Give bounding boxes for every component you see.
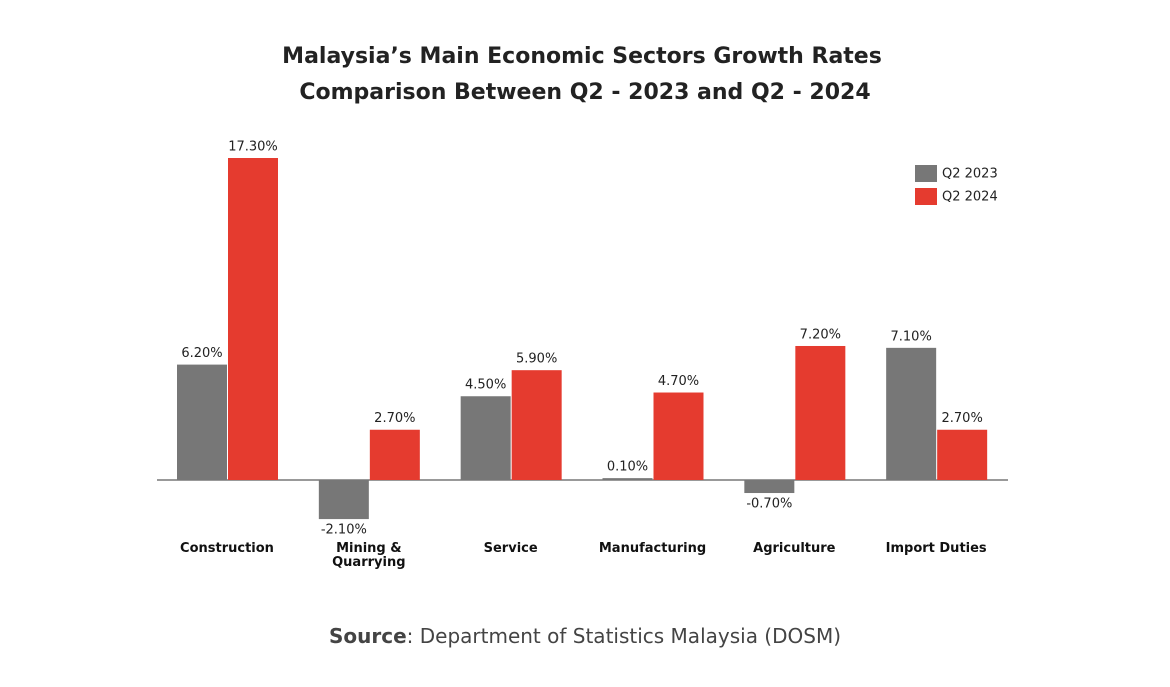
value-label: 4.50% bbox=[465, 378, 506, 393]
value-label: -0.70% bbox=[746, 497, 792, 512]
legend-swatch bbox=[915, 165, 937, 182]
x-tick-label: Service bbox=[483, 541, 538, 556]
source-text: : Department of Statistics Malaysia (DOS… bbox=[406, 624, 842, 648]
value-label: 2.70% bbox=[942, 411, 983, 426]
bar bbox=[795, 345, 846, 480]
bar bbox=[937, 429, 988, 480]
value-label: 0.10% bbox=[607, 460, 648, 475]
bar bbox=[177, 364, 227, 480]
x-tick-label: Mining & Quarrying bbox=[332, 541, 406, 570]
source-label: Source bbox=[328, 624, 407, 648]
x-tick-label: Manufacturing bbox=[598, 541, 707, 556]
source-note: Source: Department of Statistics Malaysi… bbox=[0, 624, 1170, 648]
value-label: -2.10% bbox=[321, 523, 367, 538]
x-tick-label: Import Duties bbox=[885, 541, 987, 556]
bar bbox=[511, 370, 562, 480]
bar bbox=[318, 480, 369, 520]
bar bbox=[886, 347, 937, 480]
legend-label: Q2 2023 bbox=[942, 167, 998, 182]
x-tick-label: Agriculture bbox=[753, 541, 836, 556]
value-label: 5.90% bbox=[516, 352, 557, 367]
value-label: 7.20% bbox=[800, 327, 841, 342]
bar bbox=[228, 158, 278, 480]
bar bbox=[602, 478, 653, 480]
value-label: 2.70% bbox=[374, 411, 415, 426]
bar bbox=[744, 480, 795, 494]
value-label: 7.10% bbox=[891, 329, 932, 344]
legend-label: Q2 2024 bbox=[942, 190, 998, 205]
chart-title: Comparison Between Q2 - 2023 and Q2 - 20… bbox=[299, 80, 870, 105]
bar bbox=[653, 392, 704, 480]
legend-swatch bbox=[915, 188, 937, 205]
value-label: 17.30% bbox=[228, 140, 278, 155]
x-tick-label: Construction bbox=[180, 541, 274, 556]
value-label: 4.70% bbox=[658, 374, 699, 389]
value-label: 6.20% bbox=[181, 346, 222, 361]
bar bbox=[460, 396, 511, 480]
bar bbox=[369, 429, 420, 480]
chart-title: Malaysia’s Main Economic Sectors Growth … bbox=[282, 44, 882, 69]
